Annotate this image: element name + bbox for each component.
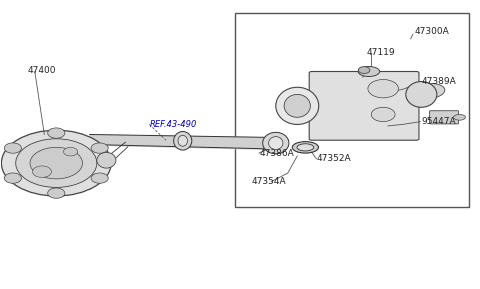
Circle shape	[91, 143, 108, 153]
Ellipse shape	[174, 131, 192, 150]
Ellipse shape	[358, 66, 380, 77]
Text: 95447A: 95447A	[421, 117, 456, 126]
Circle shape	[30, 147, 83, 179]
FancyBboxPatch shape	[309, 71, 419, 140]
Circle shape	[48, 188, 65, 198]
Circle shape	[4, 173, 22, 183]
Ellipse shape	[454, 114, 466, 120]
Ellipse shape	[408, 84, 445, 100]
Ellipse shape	[276, 87, 319, 125]
Text: 47386A: 47386A	[259, 149, 294, 158]
Ellipse shape	[263, 132, 289, 154]
Circle shape	[1, 130, 111, 196]
Circle shape	[359, 67, 370, 73]
Circle shape	[33, 166, 51, 177]
Text: 47119: 47119	[366, 49, 395, 58]
Text: 47389A: 47389A	[421, 77, 456, 86]
Bar	[235, 13, 469, 208]
Ellipse shape	[292, 142, 319, 153]
Ellipse shape	[284, 95, 311, 117]
Text: 47352A: 47352A	[316, 154, 351, 163]
Circle shape	[371, 107, 395, 122]
Text: REF.43-490: REF.43-490	[149, 120, 197, 129]
Ellipse shape	[269, 137, 283, 149]
Ellipse shape	[406, 81, 437, 107]
Circle shape	[63, 147, 78, 156]
Text: 47354A: 47354A	[252, 177, 286, 186]
Text: 47400: 47400	[28, 66, 56, 75]
Circle shape	[368, 79, 398, 98]
Circle shape	[4, 143, 22, 153]
Ellipse shape	[97, 152, 116, 168]
FancyBboxPatch shape	[430, 111, 458, 124]
Circle shape	[48, 128, 65, 138]
Text: 47300A: 47300A	[414, 27, 449, 36]
Ellipse shape	[297, 144, 314, 151]
Ellipse shape	[178, 135, 188, 146]
Circle shape	[91, 173, 108, 183]
Circle shape	[16, 139, 97, 188]
